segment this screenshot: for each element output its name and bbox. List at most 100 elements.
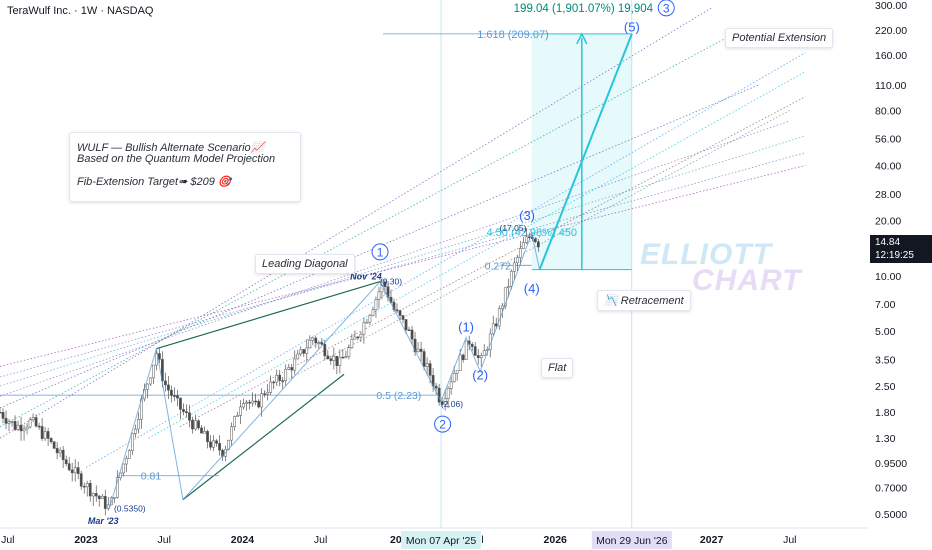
last-price-tag: 14.84 12:19:25 (870, 235, 932, 263)
fan-line-3 (0, 120, 790, 397)
x-axis: Jul2023Jul2024Jul202Jul2026Jul2027JulMon… (0, 527, 932, 550)
candle-body-39 (115, 477, 119, 498)
candle-body-164 (491, 323, 495, 335)
candle-body-128 (383, 281, 387, 287)
candle-body-35 (103, 496, 107, 509)
candle-body-56 (167, 384, 170, 391)
wave-label-4: (2) (472, 367, 488, 382)
bar-countdown: 12:19:25 (875, 250, 914, 261)
candle-body-15 (43, 431, 47, 439)
candle-body-58 (173, 395, 176, 397)
candle-body-152 (455, 370, 459, 374)
last-price: 14.84 (875, 237, 901, 248)
date-marker-bg-0 (401, 531, 482, 549)
candle-body-153 (458, 354, 462, 371)
potential-extension-label[interactable]: Potential Extension (725, 28, 834, 48)
y-tick-8: 20.00 (875, 216, 901, 228)
candle-body-69 (206, 431, 209, 443)
y-tick-3: 110.00 (875, 80, 906, 92)
note-line-3: Fib-Extension Target➠ $209 🎯 (77, 176, 232, 188)
watermark-chart: CHART (692, 264, 802, 297)
candle-body-71 (212, 440, 215, 448)
candle-body-97 (290, 367, 294, 371)
y-tick-4: 80.00 (875, 105, 901, 117)
candle-body-120 (359, 333, 363, 338)
scenario-note[interactable]: WULF — Bullish Alternate Scenario📈 Based… (69, 132, 301, 202)
candle-body-3 (7, 421, 11, 424)
wave-label-5: (3) (519, 208, 535, 223)
candle-body-10 (28, 419, 32, 428)
candle-body-6 (16, 424, 20, 430)
chart-title: TeraWulf Inc. · 1W · NASDAQ (7, 5, 154, 17)
candle-body-44 (130, 433, 134, 451)
candle-body-136 (407, 329, 411, 331)
candle-body-110 (329, 358, 333, 361)
candle-body-12 (34, 417, 38, 427)
candle-body-91 (272, 381, 276, 384)
candle-body-93 (278, 374, 282, 381)
candle-body-115 (344, 356, 348, 358)
candle-body-17 (49, 438, 53, 443)
candle-body-83 (248, 401, 251, 404)
y-tick-9: 10.00 (875, 271, 901, 283)
y-tick-12: 3.50 (875, 354, 896, 366)
y-tick-2: 160.00 (875, 50, 907, 62)
candle-body-124 (371, 309, 375, 316)
y-tick-6: 40.00 (875, 160, 901, 172)
leading-diagonal-label[interactable]: Leading Diagonal (255, 254, 355, 274)
candle-body-38 (112, 497, 116, 499)
candle-body-61 (182, 409, 185, 412)
y-tick-10: 7.00 (875, 299, 896, 311)
candle-body-125 (374, 299, 378, 310)
candle-body-23 (67, 463, 71, 471)
candle-body-92 (275, 374, 279, 383)
candle-body-167 (500, 305, 504, 309)
candle-body-133 (398, 310, 402, 316)
candle-body-121 (362, 322, 366, 335)
candle-body-154 (461, 354, 465, 360)
candle-body-161 (482, 350, 486, 356)
candle-body-108 (323, 344, 327, 357)
candle-body-137 (410, 329, 414, 340)
candle-body-100 (299, 349, 303, 355)
candle-body-118 (353, 336, 357, 340)
flat-label[interactable]: Flat (541, 358, 574, 378)
candle-body-32 (94, 493, 98, 497)
projection-line (538, 33, 633, 271)
x-tick-0: Jul (1, 534, 14, 546)
candle-body-138 (413, 338, 417, 353)
candle-body-103 (308, 340, 312, 349)
candle-body-27 (79, 473, 83, 487)
candle-body-126 (377, 291, 381, 300)
retracement-label[interactable]: 📉 Retracement (597, 290, 691, 311)
candle-body-86 (257, 400, 261, 408)
y-tick-5: 56.00 (875, 134, 901, 146)
wave-label-6: (4) (524, 281, 540, 296)
wave-label-3: (1) (458, 319, 474, 334)
candle-body-4 (10, 421, 14, 423)
candle-body-18 (52, 441, 56, 449)
candle-body-25 (73, 467, 77, 474)
x-tick-4: Jul (314, 534, 327, 546)
y-axis-bg (868, 0, 932, 550)
candle-body-49 (146, 383, 149, 390)
candle-body-150 (449, 381, 453, 389)
fib-label-5: 199.04 (1,901.07%) 19,904 (514, 3, 654, 15)
candle-body-63 (188, 412, 191, 421)
candle-body-151 (452, 373, 456, 383)
wave-circle-2 (657, 0, 675, 17)
candle-body-19 (55, 448, 59, 454)
note-line-1: WULF — Bullish Alternate Scenario📈 (77, 142, 265, 154)
candle-body-43 (127, 450, 131, 459)
candle-body-112 (335, 355, 339, 366)
candle-body-81 (242, 403, 245, 408)
date-marker-bg-1 (591, 531, 672, 549)
fan-line-9 (179, 96, 806, 428)
candle-body-99 (296, 353, 300, 360)
candle-body-142 (425, 363, 429, 367)
candle-body-116 (347, 347, 351, 357)
candle-body-175 (524, 236, 528, 243)
fib-label-0: 0.81 (141, 471, 162, 483)
watermark-elliott: ELLIOTT (640, 238, 772, 271)
